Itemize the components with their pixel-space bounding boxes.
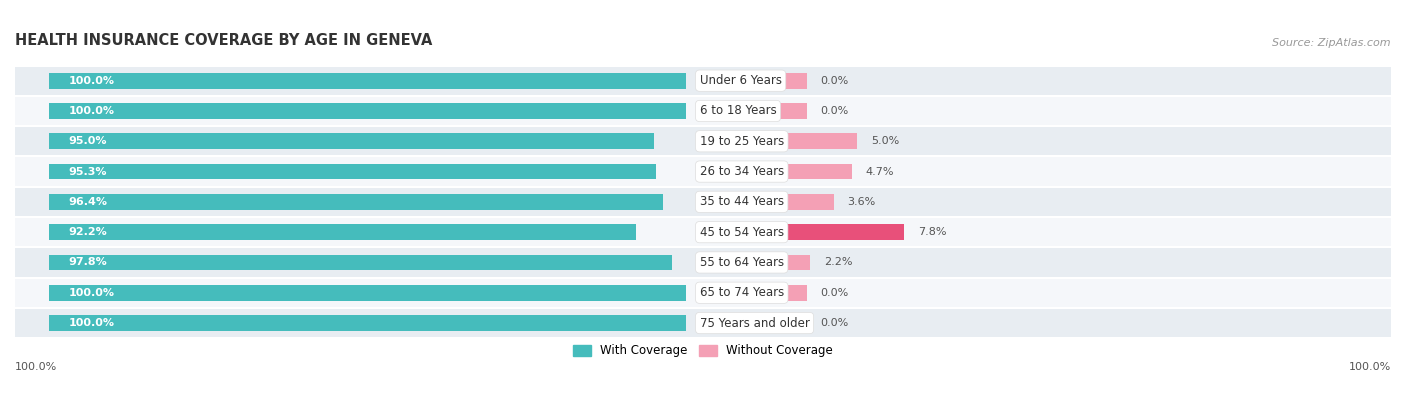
Text: Source: ZipAtlas.com: Source: ZipAtlas.com bbox=[1272, 38, 1391, 48]
Bar bbox=[773, 315, 807, 331]
Text: 19 to 25 Years: 19 to 25 Years bbox=[700, 135, 785, 148]
Bar bbox=[15, 156, 1391, 187]
Text: 92.2%: 92.2% bbox=[69, 227, 107, 237]
Text: 0.0%: 0.0% bbox=[821, 318, 849, 328]
Text: 0.0%: 0.0% bbox=[821, 288, 849, 298]
Bar bbox=[773, 73, 807, 88]
Bar bbox=[49, 133, 654, 149]
Text: 35 to 44 Years: 35 to 44 Years bbox=[700, 195, 783, 208]
Text: 4.7%: 4.7% bbox=[866, 166, 894, 176]
Bar bbox=[49, 73, 686, 88]
Text: 95.0%: 95.0% bbox=[69, 136, 107, 146]
Text: 100.0%: 100.0% bbox=[69, 288, 115, 298]
Text: 95.3%: 95.3% bbox=[69, 166, 107, 176]
Text: 75 Years and older: 75 Years and older bbox=[700, 317, 810, 330]
Text: 3.6%: 3.6% bbox=[848, 197, 876, 207]
Bar bbox=[49, 285, 686, 300]
Text: 100.0%: 100.0% bbox=[1348, 362, 1391, 372]
Bar bbox=[15, 217, 1391, 247]
Bar bbox=[49, 224, 637, 240]
Text: 100.0%: 100.0% bbox=[69, 76, 115, 85]
Bar bbox=[15, 66, 1391, 96]
Text: 45 to 54 Years: 45 to 54 Years bbox=[700, 226, 783, 239]
Bar bbox=[15, 247, 1391, 278]
Text: HEALTH INSURANCE COVERAGE BY AGE IN GENEVA: HEALTH INSURANCE COVERAGE BY AGE IN GENE… bbox=[15, 33, 433, 48]
Text: 0.0%: 0.0% bbox=[821, 76, 849, 85]
Text: 0.0%: 0.0% bbox=[821, 106, 849, 116]
Text: 100.0%: 100.0% bbox=[69, 106, 115, 116]
Text: 55 to 64 Years: 55 to 64 Years bbox=[700, 256, 783, 269]
Text: 100.0%: 100.0% bbox=[15, 362, 58, 372]
Text: 26 to 34 Years: 26 to 34 Years bbox=[700, 165, 785, 178]
Bar bbox=[15, 126, 1391, 156]
Text: 97.8%: 97.8% bbox=[69, 257, 107, 267]
Bar bbox=[49, 254, 672, 270]
Legend: With Coverage, Without Coverage: With Coverage, Without Coverage bbox=[568, 340, 838, 362]
Bar bbox=[49, 315, 686, 331]
Text: 96.4%: 96.4% bbox=[69, 197, 108, 207]
Bar bbox=[773, 285, 807, 300]
Bar bbox=[773, 224, 904, 240]
Text: 100.0%: 100.0% bbox=[69, 318, 115, 328]
Bar bbox=[773, 164, 852, 179]
Text: 7.8%: 7.8% bbox=[918, 227, 946, 237]
Bar bbox=[49, 164, 657, 179]
Text: 2.2%: 2.2% bbox=[824, 257, 852, 267]
Bar bbox=[15, 96, 1391, 126]
Bar bbox=[49, 103, 686, 119]
Text: Under 6 Years: Under 6 Years bbox=[700, 74, 782, 87]
Bar bbox=[773, 194, 834, 210]
Bar bbox=[15, 187, 1391, 217]
Text: 65 to 74 Years: 65 to 74 Years bbox=[700, 286, 785, 299]
Bar bbox=[773, 254, 810, 270]
Text: 6 to 18 Years: 6 to 18 Years bbox=[700, 105, 776, 117]
Bar bbox=[15, 308, 1391, 338]
Bar bbox=[15, 278, 1391, 308]
Bar bbox=[773, 103, 807, 119]
Bar bbox=[49, 194, 664, 210]
Text: 5.0%: 5.0% bbox=[870, 136, 898, 146]
Bar bbox=[773, 133, 858, 149]
